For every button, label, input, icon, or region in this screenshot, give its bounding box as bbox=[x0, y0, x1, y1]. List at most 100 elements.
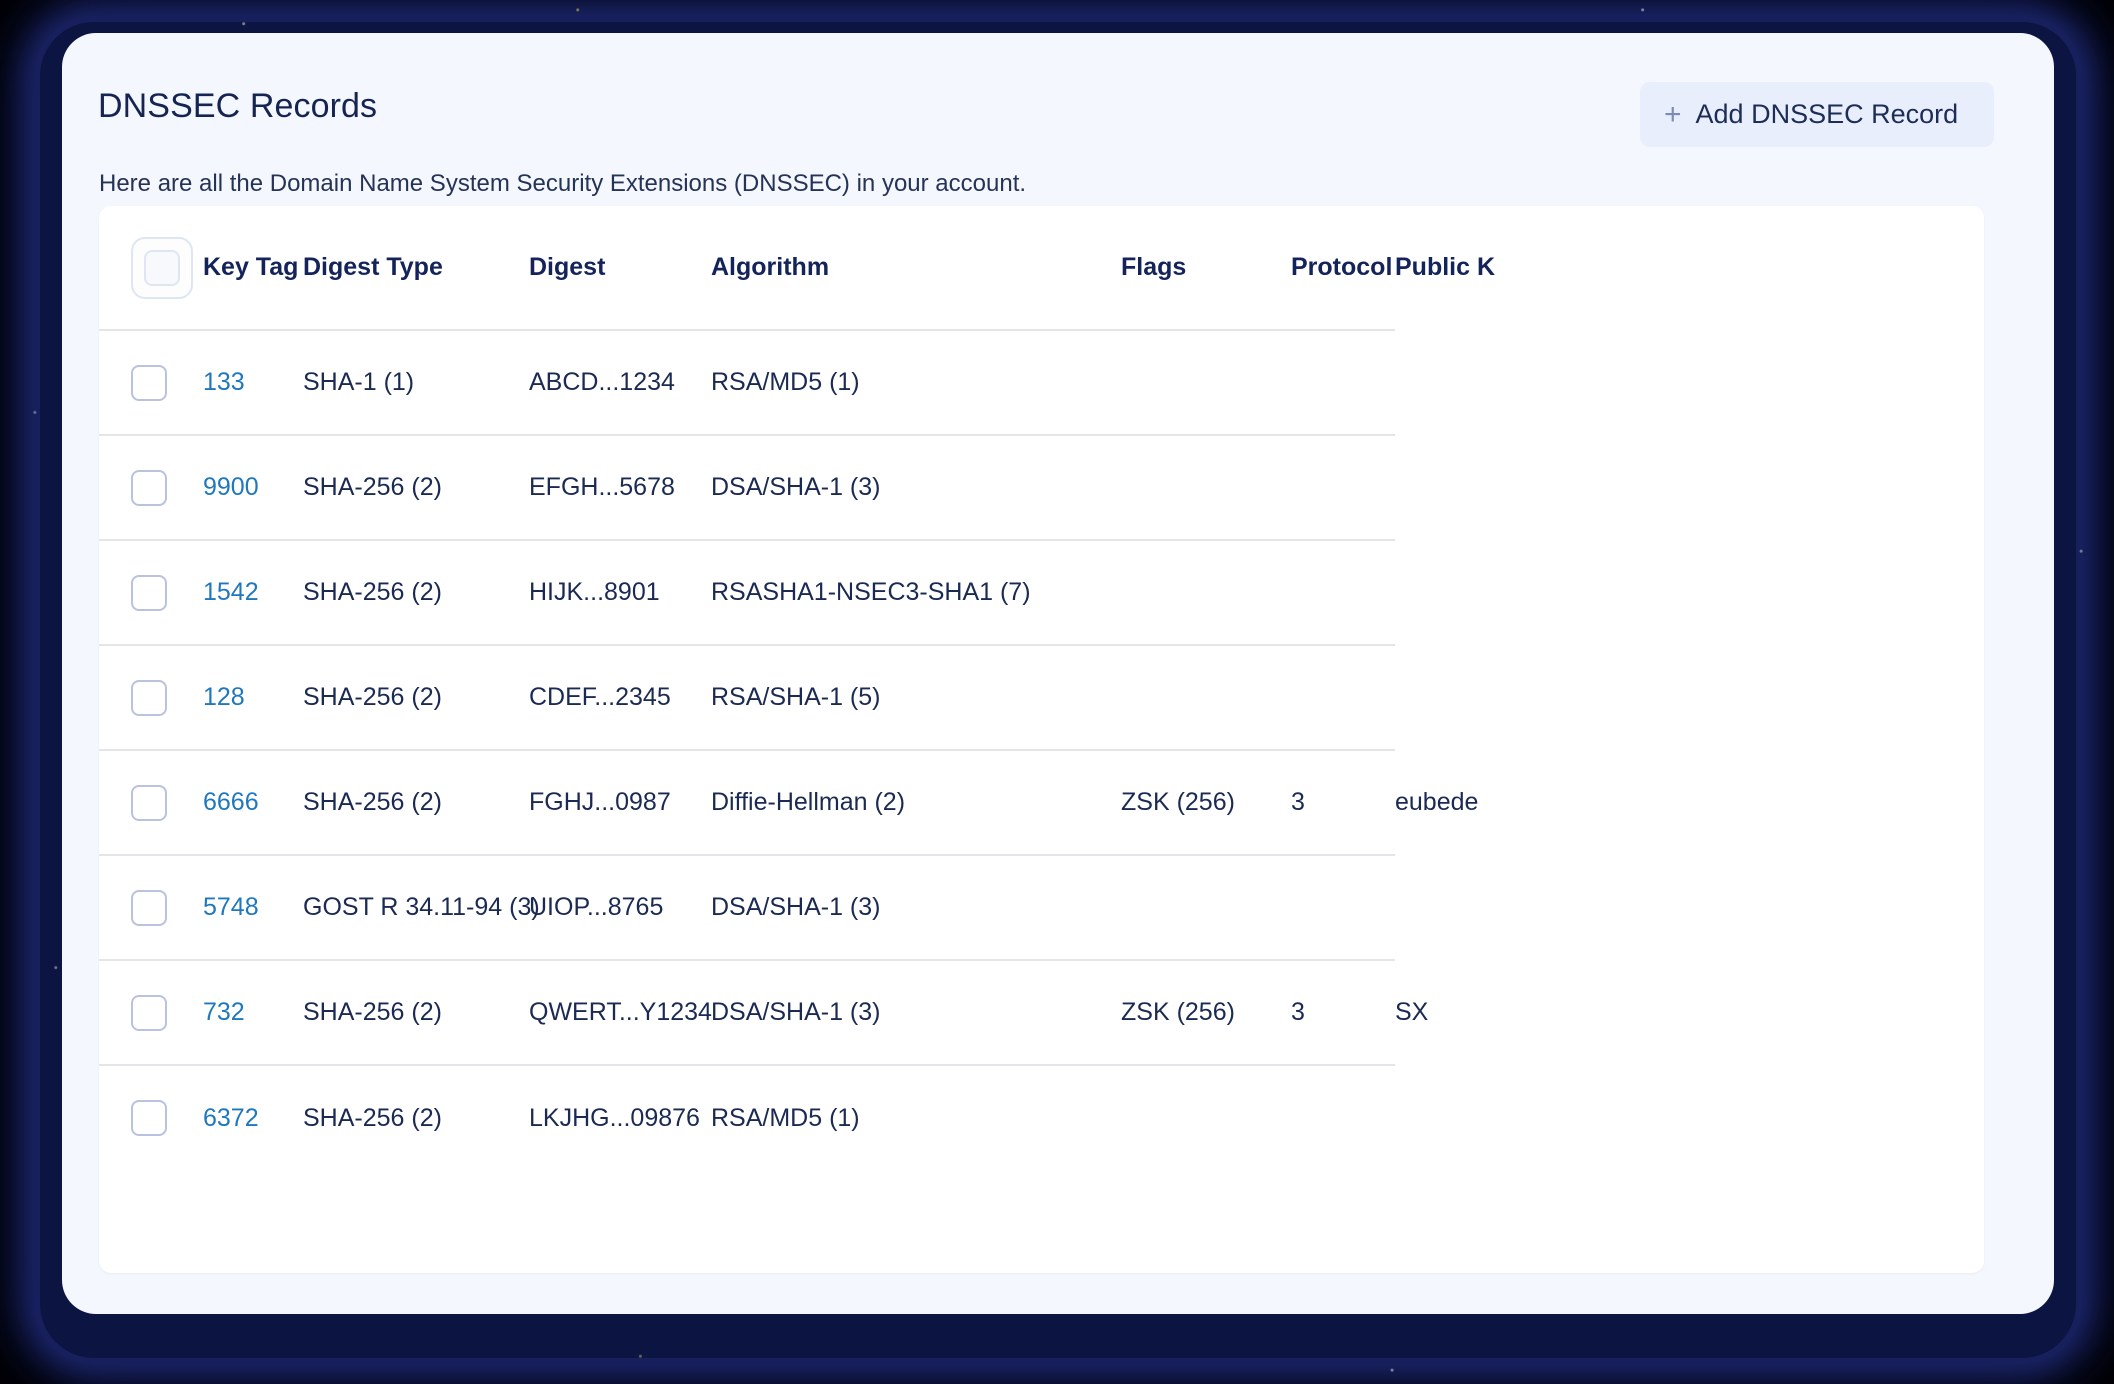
row-select-cell bbox=[99, 644, 203, 750]
plus-icon: + bbox=[1664, 97, 1682, 131]
dnssec-records-table-card: Key Tag Digest Type Digest Algorithm Fla… bbox=[99, 206, 1984, 1273]
cell-key-tag: 6372 bbox=[203, 1064, 303, 1170]
cell-protocol bbox=[1291, 644, 1395, 750]
row-select-cell bbox=[99, 854, 203, 960]
row-select-cell bbox=[99, 959, 203, 1065]
table-row[interactable]: 1542 SHA-256 (2) HIJK...8901 RSASHA1-NSEC3-… bbox=[99, 539, 1984, 645]
dnssec-records-panel: DNSSEC Records + Add DNSSEC Record Here … bbox=[62, 33, 2054, 1314]
key-tag-link[interactable]: 5748 bbox=[203, 893, 259, 921]
key-tag-link[interactable]: 732 bbox=[203, 998, 245, 1026]
cell-key-tag: 133 bbox=[203, 329, 303, 435]
cell-protocol bbox=[1291, 854, 1395, 960]
cell-protocol bbox=[1291, 434, 1395, 540]
cell-protocol bbox=[1291, 539, 1395, 645]
row-checkbox[interactable] bbox=[131, 469, 167, 506]
add-dnssec-record-button[interactable]: + Add DNSSEC Record bbox=[1640, 82, 1994, 147]
cell-protocol bbox=[1291, 1064, 1395, 1170]
table-row[interactable]: 128 SHA-256 (2) CDEF...2345 RSA/SHA-1 (5) bbox=[99, 644, 1984, 750]
cell-algorithm: DSA/SHA-1 (3) bbox=[711, 434, 1121, 540]
row-checkbox[interactable] bbox=[131, 1100, 167, 1136]
cell-flags bbox=[1121, 644, 1291, 750]
cell-digest-type: SHA-1 (1) bbox=[303, 329, 529, 435]
cell-digest-type: SHA-256 (2) bbox=[303, 749, 529, 855]
cell-algorithm: RSA/SHA-1 (5) bbox=[711, 644, 1121, 750]
cell-digest: EFGH...5678 bbox=[529, 434, 711, 540]
cell-digest-type: GOST R 34.11-94 (3) bbox=[303, 854, 540, 960]
table-body: 133 SHA-1 (1) ABCD...1234 RSA/MD5 (1) 9900 SH… bbox=[99, 329, 1984, 1170]
cell-key-tag: 5748 bbox=[203, 854, 303, 960]
cell-algorithm: DSA/SHA-1 (3) bbox=[711, 854, 1121, 960]
cell-flags: ZSK (256) bbox=[1121, 749, 1291, 855]
cell-public-key bbox=[1395, 645, 1984, 750]
cell-flags bbox=[1121, 329, 1291, 435]
cell-algorithm: RSASHA1-NSEC3-SHA1 (7) bbox=[711, 539, 1121, 645]
column-header-key-tag[interactable]: Key Tag bbox=[203, 253, 299, 281]
select-all-header bbox=[99, 206, 203, 330]
row-select-cell bbox=[99, 749, 203, 855]
cell-algorithm: RSA/MD5 (1) bbox=[711, 329, 1121, 435]
key-tag-link[interactable]: 6372 bbox=[203, 1103, 259, 1132]
column-header-digest[interactable]: Digest bbox=[529, 253, 606, 281]
table-row[interactable]: 6372 SHA-256 (2) LKJHG...09876 RSA/MD5 (1) bbox=[99, 1064, 1984, 1170]
column-header-protocol[interactable]: Protocol bbox=[1291, 253, 1393, 281]
cell-flags bbox=[1121, 1064, 1291, 1170]
column-header-public-key[interactable]: Public K bbox=[1395, 253, 1496, 281]
cell-flags bbox=[1121, 539, 1291, 645]
row-select-cell bbox=[99, 539, 203, 645]
cell-digest: LKJHG...09876 bbox=[529, 1064, 711, 1170]
table-row[interactable]: 732 SHA-256 (2) QWERT...Y1234 DSA/SHA-1 (3)… bbox=[99, 959, 1984, 1065]
cell-digest: FGHJ...0987 bbox=[529, 749, 711, 855]
key-tag-link[interactable]: 1542 bbox=[203, 578, 259, 606]
cell-digest: CDEF...2345 bbox=[529, 644, 711, 750]
cell-protocol: 3 bbox=[1291, 959, 1395, 1065]
key-tag-link[interactable]: 128 bbox=[203, 683, 245, 711]
cell-protocol bbox=[1291, 329, 1395, 435]
cell-digest-type: SHA-256 (2) bbox=[303, 539, 529, 645]
row-checkbox[interactable] bbox=[131, 889, 167, 926]
row-checkbox[interactable] bbox=[131, 784, 167, 821]
cell-digest-type: SHA-256 (2) bbox=[303, 959, 529, 1065]
cell-protocol: 3 bbox=[1291, 749, 1395, 855]
row-checkbox[interactable] bbox=[131, 364, 167, 401]
cell-key-tag: 732 bbox=[203, 959, 303, 1065]
cell-algorithm: Diffie-Hellman (2) bbox=[711, 749, 1121, 855]
cell-digest: UIOP...8765 bbox=[529, 854, 711, 960]
cell-public-key bbox=[1395, 855, 1984, 960]
cell-flags bbox=[1121, 434, 1291, 540]
table-row[interactable]: 9900 SHA-256 (2) EFGH...5678 DSA/SHA-1 (3) bbox=[99, 434, 1984, 540]
key-tag-link[interactable]: 9900 bbox=[203, 473, 259, 501]
table-header: Key Tag Digest Type Digest Algorithm Fla… bbox=[99, 206, 1984, 330]
cell-digest: QWERT...Y1234 bbox=[529, 959, 712, 1065]
page-subtitle: Here are all the Domain Name System Secu… bbox=[99, 170, 1027, 197]
key-tag-link[interactable]: 6666 bbox=[203, 788, 259, 816]
cell-key-tag: 1542 bbox=[203, 539, 303, 645]
cell-public-key bbox=[1395, 540, 1984, 645]
cell-key-tag: 9900 bbox=[203, 434, 303, 540]
select-all-checkbox[interactable] bbox=[144, 249, 180, 286]
cell-flags bbox=[1121, 854, 1291, 960]
cell-public-key bbox=[1395, 435, 1984, 540]
table-row[interactable]: 133 SHA-1 (1) ABCD...1234 RSA/MD5 (1) bbox=[99, 329, 1984, 435]
cell-algorithm: RSA/MD5 (1) bbox=[711, 1064, 1121, 1170]
cell-digest-type: SHA-256 (2) bbox=[303, 1064, 529, 1170]
cell-key-tag: 6666 bbox=[203, 749, 303, 855]
column-header-flags[interactable]: Flags bbox=[1121, 253, 1187, 281]
add-dnssec-record-label: Add DNSSEC Record bbox=[1695, 99, 1959, 129]
cell-algorithm: DSA/SHA-1 (3) bbox=[711, 959, 1121, 1065]
cell-digest: ABCD...1234 bbox=[529, 329, 711, 435]
column-header-algorithm[interactable]: Algorithm bbox=[711, 253, 830, 281]
row-select-cell bbox=[99, 329, 203, 435]
cell-key-tag: 128 bbox=[203, 644, 303, 750]
row-checkbox[interactable] bbox=[131, 679, 167, 716]
table-row[interactable]: 5748 GOST R 34.11-94 (3) UIOP...8765 DSA/SH… bbox=[99, 854, 1984, 960]
column-header-digest-type[interactable]: Digest Type bbox=[303, 253, 443, 281]
row-checkbox[interactable] bbox=[131, 574, 167, 611]
dnssec-records-table: Key Tag Digest Type Digest Algorithm Fla… bbox=[99, 206, 1984, 1170]
table-row[interactable]: 6666 SHA-256 (2) FGHJ...0987 Diffie-Hellman… bbox=[99, 749, 1984, 855]
row-checkbox[interactable] bbox=[131, 994, 167, 1031]
cell-flags: ZSK (256) bbox=[1121, 959, 1291, 1065]
cell-public-key bbox=[1395, 330, 1984, 435]
row-select-cell bbox=[99, 434, 203, 540]
key-tag-link[interactable]: 133 bbox=[203, 368, 245, 396]
